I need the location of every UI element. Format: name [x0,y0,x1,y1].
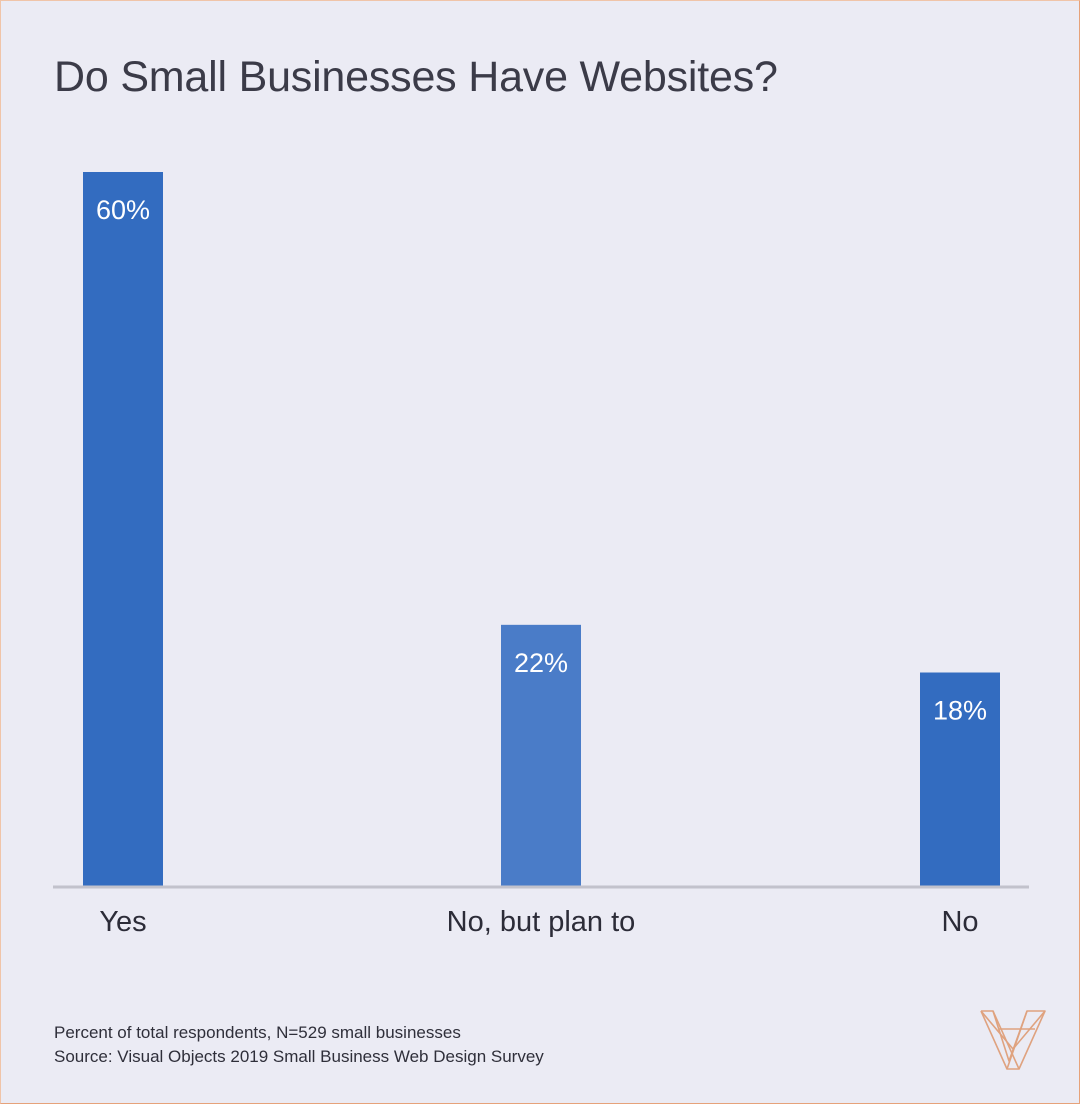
bar-no-but-plan-to [501,624,581,887]
category-label-no-but-plan-to: No, but plan to [447,906,636,938]
data-label-no: 18% [933,696,987,726]
category-label-yes: Yes [99,906,146,938]
data-label-no-but-plan-to: 22% [514,648,568,678]
footnote-source: Source: Visual Objects 2019 Small Busine… [54,1047,544,1066]
data-label-yes: 60% [96,195,150,225]
bar-yes [83,172,163,887]
footnote-respondents: Percent of total respondents, N=529 smal… [54,1023,461,1042]
footnotes: Percent of total respondents, N=529 smal… [54,1021,544,1069]
category-label-no: No [941,906,978,938]
labels-layer: 60% Yes 22% No, but plan to 18% No [96,195,987,938]
bar-chart: 60% Yes 22% No, but plan to 18% No [53,172,1029,938]
chart-title: Do Small Businesses Have Websites? [54,53,778,101]
visual-objects-logo-icon [980,1010,1046,1070]
bar-no [920,672,1000,887]
bars-layer [83,172,1000,887]
